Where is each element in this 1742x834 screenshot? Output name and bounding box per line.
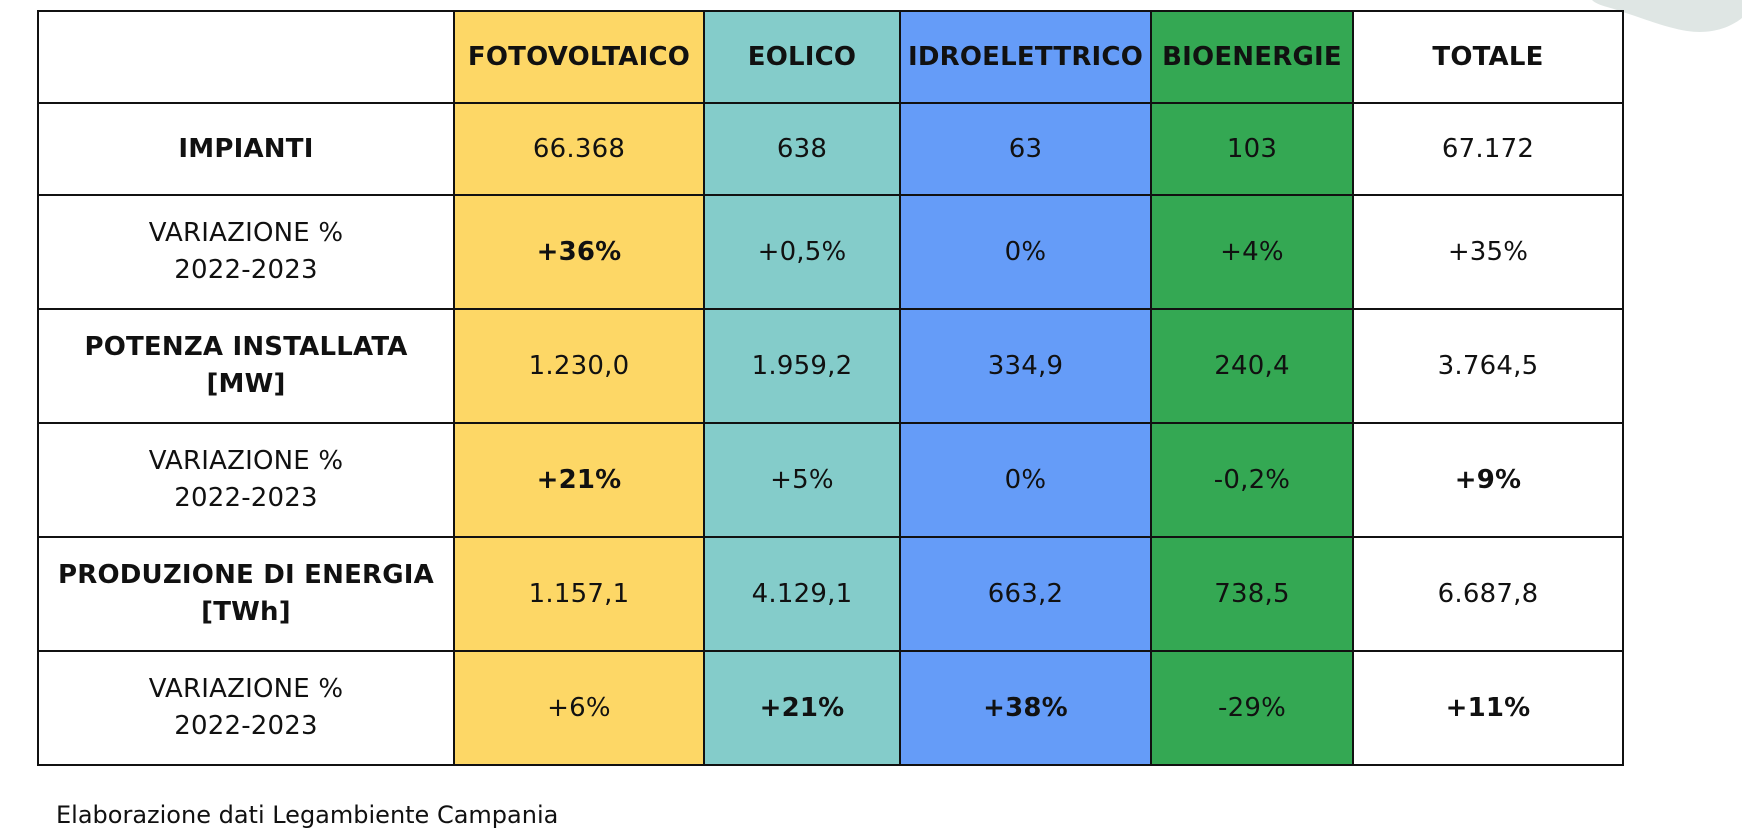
cell-bioenergie: +4% bbox=[1150, 194, 1354, 310]
cell-bioenergie: 103 bbox=[1150, 102, 1354, 196]
cell-eolico: +21% bbox=[703, 650, 901, 766]
cell-fotovoltaico: +21% bbox=[453, 422, 705, 538]
row-label-line1: VARIAZIONE % bbox=[148, 218, 344, 248]
cell-fotovoltaico: 1.230,0 bbox=[453, 308, 705, 424]
cell-totale: 6.687,8 bbox=[1352, 536, 1624, 652]
header-totale: TOTALE bbox=[1352, 10, 1624, 104]
header-row: FOTOVOLTAICO EOLICO IDROELETTRICO BIOENE… bbox=[37, 10, 1624, 104]
cell-fotovoltaico: +36% bbox=[453, 194, 705, 310]
cell-fotovoltaico: 1.157,1 bbox=[453, 536, 705, 652]
cell-bioenergie: -29% bbox=[1150, 650, 1354, 766]
cell-idroelettrico: 334,9 bbox=[899, 308, 1152, 424]
row-label-line1: VARIAZIONE % bbox=[148, 446, 344, 476]
cell-eolico: +5% bbox=[703, 422, 901, 538]
table-row-produzione-energia: PRODUZIONE DI ENERGIA [TWh] 1.157,1 4.12… bbox=[37, 536, 1624, 652]
row-label-line2: 2022-2023 bbox=[174, 483, 318, 513]
row-label-line1: PRODUZIONE DI ENERGIA bbox=[57, 560, 435, 590]
cell-totale: 67.172 bbox=[1352, 102, 1624, 196]
table-row-impianti: IMPIANTI 66.368 638 63 103 67.172 bbox=[37, 102, 1624, 196]
source-note: Elaborazione dati Legambiente Campania bbox=[56, 801, 559, 829]
cell-totale: +35% bbox=[1352, 194, 1624, 310]
cell-idroelettrico: 0% bbox=[899, 422, 1152, 538]
row-label: IMPIANTI bbox=[37, 102, 455, 196]
cell-bioenergie: 240,4 bbox=[1150, 308, 1354, 424]
cell-totale: +9% bbox=[1352, 422, 1624, 538]
decorative-corner-shape bbox=[1522, 0, 1742, 40]
header-idroelettrico: IDROELETTRICO bbox=[899, 10, 1152, 104]
row-label-line1: VARIAZIONE % bbox=[148, 674, 344, 704]
cell-eolico: +0,5% bbox=[703, 194, 901, 310]
row-label-line2: [TWh] bbox=[201, 597, 291, 627]
cell-totale: 3.764,5 bbox=[1352, 308, 1624, 424]
row-label: VARIAZIONE % 2022-2023 bbox=[37, 650, 455, 766]
table-row-variazione-impianti: VARIAZIONE % 2022-2023 +36% +0,5% 0% +4%… bbox=[37, 194, 1624, 310]
header-eolico: EOLICO bbox=[703, 10, 901, 104]
row-label-line2: 2022-2023 bbox=[174, 255, 318, 285]
header-bioenergie: BIOENERGIE bbox=[1150, 10, 1354, 104]
cell-idroelettrico: 63 bbox=[899, 102, 1152, 196]
table-row-potenza-installata: POTENZA INSTALLATA [MW] 1.230,0 1.959,2 … bbox=[37, 308, 1624, 424]
cell-fotovoltaico: +6% bbox=[453, 650, 705, 766]
row-label-line2: [MW] bbox=[206, 369, 286, 399]
cell-idroelettrico: +38% bbox=[899, 650, 1152, 766]
cell-eolico: 638 bbox=[703, 102, 901, 196]
table-row-variazione-produzione: VARIAZIONE % 2022-2023 +6% +21% +38% -29… bbox=[37, 650, 1624, 766]
energy-table: FOTOVOLTAICO EOLICO IDROELETTRICO BIOENE… bbox=[37, 10, 1624, 766]
row-label: VARIAZIONE % 2022-2023 bbox=[37, 422, 455, 538]
row-label: POTENZA INSTALLATA [MW] bbox=[37, 308, 455, 424]
cell-bioenergie: 738,5 bbox=[1150, 536, 1354, 652]
cell-idroelettrico: 663,2 bbox=[899, 536, 1152, 652]
row-label-line2: 2022-2023 bbox=[174, 711, 318, 741]
cell-eolico: 4.129,1 bbox=[703, 536, 901, 652]
row-label-line1: POTENZA INSTALLATA bbox=[84, 332, 408, 362]
cell-fotovoltaico: 66.368 bbox=[453, 102, 705, 196]
table-row-variazione-potenza: VARIAZIONE % 2022-2023 +21% +5% 0% -0,2%… bbox=[37, 422, 1624, 538]
header-empty-cell bbox=[37, 10, 455, 104]
header-fotovoltaico: FOTOVOLTAICO bbox=[453, 10, 705, 104]
row-label: PRODUZIONE DI ENERGIA [TWh] bbox=[37, 536, 455, 652]
cell-bioenergie: -0,2% bbox=[1150, 422, 1354, 538]
row-label: VARIAZIONE % 2022-2023 bbox=[37, 194, 455, 310]
cell-idroelettrico: 0% bbox=[899, 194, 1152, 310]
row-label-line1: IMPIANTI bbox=[178, 133, 314, 164]
cell-eolico: 1.959,2 bbox=[703, 308, 901, 424]
cell-totale: +11% bbox=[1352, 650, 1624, 766]
